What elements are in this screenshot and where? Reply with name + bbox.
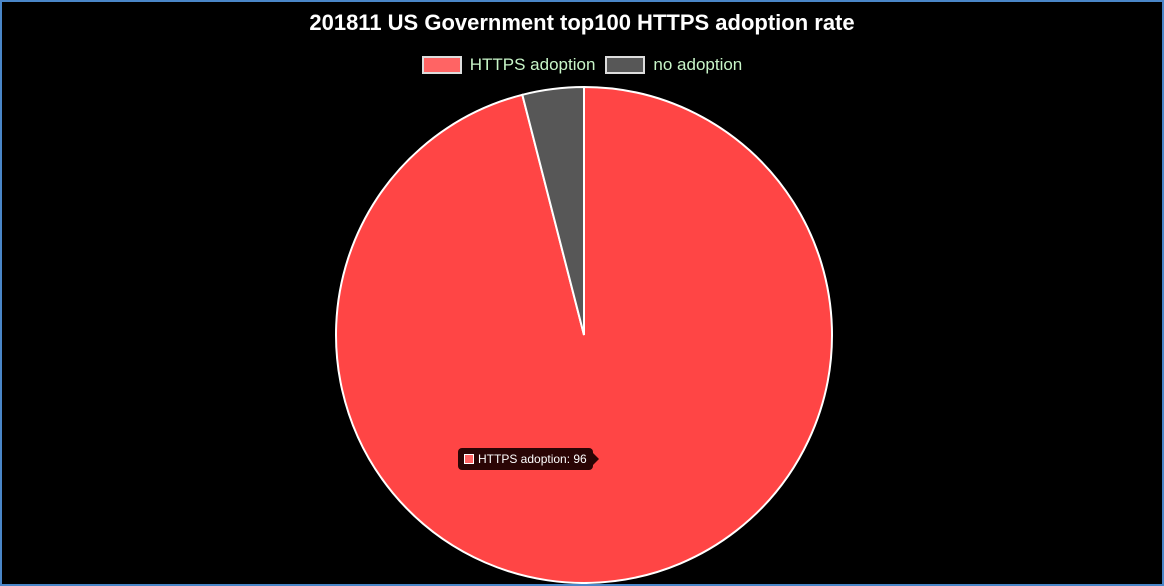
chart-legend: HTTPS adoption no adoption	[2, 55, 1162, 75]
pie-slice-no-adoption[interactable]	[521, 85, 585, 336]
chart-tooltip: HTTPS adoption: 96	[458, 448, 599, 470]
tooltip-label: HTTPS adoption: 96	[478, 452, 587, 466]
legend-label-https-adoption: HTTPS adoption	[469, 55, 596, 74]
legend-swatch-no-adoption	[605, 56, 646, 74]
legend-swatch-https-adoption	[421, 56, 462, 74]
legend-item-no-adoption[interactable]: no adoption	[605, 55, 742, 75]
tooltip-swatch	[464, 454, 474, 464]
chart-title: 201811 US Government top100 HTTPS adopti…	[309, 10, 855, 35]
legend-label-no-adoption: no adoption	[653, 55, 743, 74]
legend-item-https-adoption[interactable]: HTTPS adoption	[421, 55, 596, 75]
